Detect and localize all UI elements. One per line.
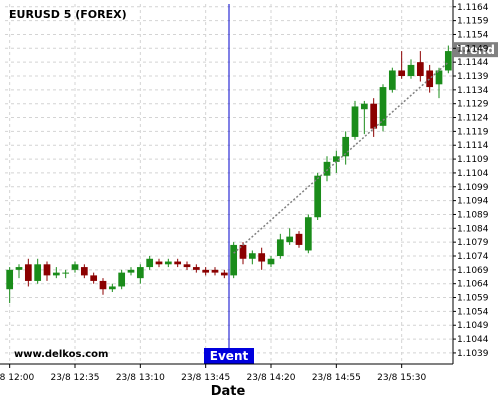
- candle-up: [108, 286, 116, 290]
- chart-title: EURUSD 5 (FOREX): [9, 8, 127, 21]
- x-axis-label: Date: [211, 384, 246, 399]
- candle-down: [211, 269, 219, 273]
- candle-down: [80, 267, 88, 276]
- candle-down: [398, 70, 406, 76]
- event-label: Event: [210, 349, 249, 363]
- candle-down: [239, 244, 247, 259]
- candle-down: [295, 233, 303, 245]
- trend-label: Trend: [457, 43, 495, 57]
- candle-down: [90, 275, 98, 281]
- candle-up: [71, 264, 79, 270]
- y-tick-label: 1.1154: [457, 30, 489, 40]
- candle-up: [15, 267, 23, 270]
- y-tick-label: 1.1124: [457, 114, 489, 124]
- candle-down: [370, 103, 378, 129]
- candle-down: [192, 267, 200, 270]
- y-tick-label: 1.1129: [457, 100, 489, 110]
- y-tick-label: 1.1039: [457, 349, 489, 359]
- candle-up: [379, 87, 387, 126]
- candle-down: [174, 261, 182, 265]
- y-tick-label: 1.1119: [457, 127, 489, 137]
- candle-up: [136, 267, 144, 279]
- candle-up: [127, 269, 135, 273]
- candle-up: [248, 253, 256, 259]
- candle-up: [6, 269, 14, 290]
- candle-down: [155, 261, 163, 265]
- y-tick-label: 1.1054: [457, 307, 489, 317]
- y-tick-label: 1.1074: [457, 252, 489, 262]
- candle-down: [416, 62, 424, 76]
- trend-line: [233, 61, 449, 254]
- x-tick-label: 23/8 14:55: [312, 373, 361, 383]
- candle-up: [444, 51, 452, 71]
- candle-up: [62, 272, 70, 274]
- x-tick-label: 23/8 14:20: [246, 373, 295, 383]
- event-label-bg: [204, 348, 254, 364]
- candle-up: [332, 156, 340, 162]
- axes: 1.1039 1.1044 1.1049 1.1054 1.1059 1.1064 1.10…: [0, 0, 489, 383]
- y-tick-label: 1.1064: [457, 280, 489, 290]
- y-tick-label: 1.1139: [457, 72, 489, 82]
- candle-down: [183, 264, 191, 268]
- x-tick-label: 23/8 12:00: [0, 373, 34, 383]
- candle-down: [43, 264, 51, 276]
- y-tick-label: 1.1149: [457, 44, 489, 54]
- candle-up: [342, 136, 350, 157]
- candle-up: [286, 236, 294, 243]
- candle-up: [323, 161, 331, 176]
- y-tick-label: 1.1134: [457, 86, 489, 96]
- candle-down: [220, 272, 228, 276]
- y-tick-label: 1.1164: [457, 3, 489, 13]
- candle-up: [351, 106, 359, 137]
- y-tick-label: 1.1084: [457, 224, 489, 234]
- x-tick-label: 23/8 13:45: [181, 373, 230, 383]
- watermark-text: www.delkos.com: [14, 349, 108, 360]
- y-tick-label: 1.1059: [457, 294, 489, 304]
- candle-up: [435, 70, 443, 85]
- candle-up: [230, 244, 238, 276]
- candle-down: [202, 269, 210, 273]
- y-tick-label: 1.1104: [457, 169, 489, 179]
- y-tick-label: 1.1144: [457, 58, 489, 68]
- candle-down: [24, 264, 32, 281]
- x-tick-label: 23/8 13:10: [116, 373, 165, 383]
- candle-up: [34, 264, 42, 281]
- y-tick-label: 1.1069: [457, 266, 489, 276]
- y-tick-label: 1.1094: [457, 197, 489, 207]
- candle-down: [99, 280, 107, 290]
- candle-up: [267, 258, 275, 265]
- y-tick-label: 1.1159: [457, 17, 489, 27]
- candle-up: [304, 217, 312, 251]
- y-tick-label: 1.1114: [457, 141, 489, 151]
- candle-up: [146, 258, 154, 268]
- y-tick-label: 1.1044: [457, 335, 489, 345]
- candle-up: [118, 272, 126, 287]
- x-tick-label: 23/8 15:30: [377, 373, 426, 383]
- candle-up: [52, 272, 60, 276]
- candle-up: [164, 261, 172, 265]
- candle-up: [276, 239, 284, 256]
- candle-down: [258, 253, 266, 262]
- y-tick-label: 1.1099: [457, 183, 489, 193]
- y-tick-label: 1.1049: [457, 321, 489, 331]
- candle-up: [360, 103, 368, 110]
- candles: [6, 45, 452, 304]
- y-tick-label: 1.1109: [457, 155, 489, 165]
- x-tick-label: 23/8 12:35: [50, 373, 99, 383]
- y-tick-label: 1.1079: [457, 238, 489, 248]
- candle-down: [426, 70, 434, 88]
- trend-label-bg: [454, 42, 498, 58]
- overlays: Trend Event: [204, 4, 498, 364]
- candle-up: [314, 175, 322, 218]
- candle-up: [388, 70, 396, 90]
- y-tick-label: 1.1089: [457, 210, 489, 220]
- candle-up: [407, 64, 415, 76]
